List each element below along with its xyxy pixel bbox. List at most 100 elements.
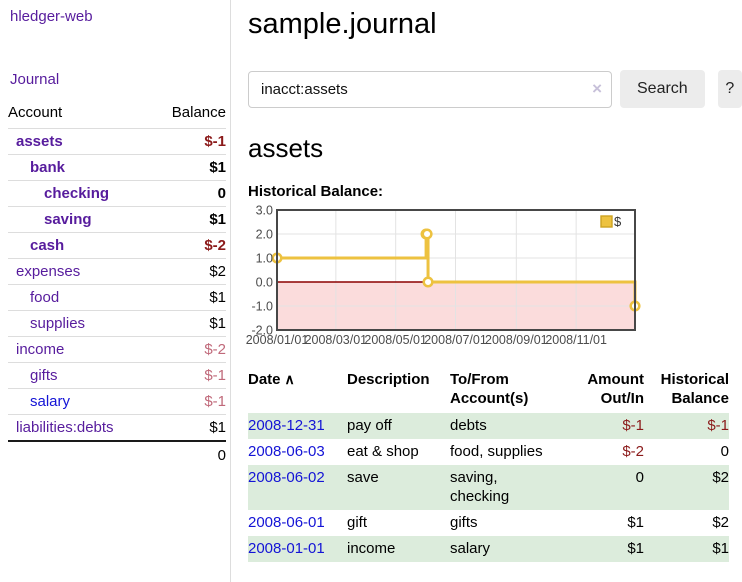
transaction-date-link[interactable]: 2008-06-03 bbox=[248, 443, 325, 460]
legend-swatch bbox=[600, 215, 613, 228]
transaction-description: income bbox=[347, 536, 450, 562]
clear-search-icon[interactable]: × bbox=[592, 78, 602, 98]
transaction-date-link[interactable]: 2008-06-01 bbox=[248, 514, 325, 531]
transaction-amount: 0 bbox=[568, 465, 644, 510]
y-tick-label: -1.0 bbox=[251, 300, 273, 314]
x-tick-label: 2008/11/01 bbox=[545, 333, 607, 347]
sort-asc-icon: ∧ bbox=[284, 371, 295, 387]
account-balance: $-1 bbox=[152, 388, 226, 415]
transaction-date-link[interactable]: 2008-06-02 bbox=[248, 469, 325, 486]
search-form: × Search ? bbox=[248, 70, 742, 108]
account-row: gifts $-1 bbox=[8, 362, 226, 389]
x-tick-label: 2008/07/01 bbox=[424, 333, 487, 347]
account-link[interactable]: checking bbox=[44, 185, 110, 202]
y-tick-label: 1.0 bbox=[256, 252, 273, 266]
account-balance: $1 bbox=[152, 206, 226, 233]
transaction-balance: $1 bbox=[644, 536, 729, 562]
account-balance: $2 bbox=[152, 258, 226, 285]
account-link[interactable]: saving bbox=[44, 211, 92, 228]
account-balance: $-2 bbox=[152, 336, 226, 363]
transaction-accounts: salary bbox=[450, 536, 568, 562]
sidebar-divider bbox=[230, 0, 231, 582]
account-link[interactable]: gifts bbox=[30, 367, 58, 384]
chart-title: Historical Balance: bbox=[248, 183, 384, 200]
account-link[interactable]: income bbox=[16, 341, 65, 358]
main-content: sample.journal × Search ? assets Histori… bbox=[246, 0, 742, 562]
legend-label: $ bbox=[614, 214, 622, 229]
column-header-balance: Historical Balance bbox=[660, 371, 729, 407]
transaction-balance: $2 bbox=[644, 465, 729, 510]
x-tick-label: 2008/05/01 bbox=[364, 333, 427, 347]
transaction-date-link[interactable]: 2008-12-31 bbox=[248, 417, 325, 434]
column-header-description: Description bbox=[347, 371, 430, 388]
account-balance: $1 bbox=[152, 154, 226, 181]
accounts-total-value: 0 bbox=[152, 440, 226, 469]
transaction-amount: $1 bbox=[627, 514, 644, 531]
transaction-amount: $-1 bbox=[568, 413, 644, 439]
transaction-description: save bbox=[347, 465, 450, 510]
transaction-row: 2008-12-31 pay off debts $-1 $-1 bbox=[248, 413, 729, 439]
transaction-description: eat & shop bbox=[347, 443, 419, 460]
transaction-balance: $-1 bbox=[644, 413, 729, 439]
x-tick-label: 2008/01/01 bbox=[246, 333, 309, 347]
account-row: expenses $2 bbox=[8, 258, 226, 285]
account-link[interactable]: salary bbox=[30, 393, 71, 410]
search-button[interactable]: Search bbox=[620, 70, 705, 108]
account-row: income $-2 bbox=[8, 336, 226, 363]
sidebar-item-journal[interactable]: Journal bbox=[10, 71, 60, 88]
account-balance: $1 bbox=[152, 284, 226, 311]
transaction-row: 2008-06-02 save saving, checking 0 $2 bbox=[248, 465, 729, 510]
register-header-row: Date ∧ Description To/From Account(s) Amo… bbox=[248, 368, 729, 413]
historical-balance-chart: $3.0 2.0 1.0 0.0 -1.0 -2.02008/01/012008/03/0… bbox=[246, 204, 641, 347]
accounts-total-row: 0 bbox=[8, 440, 226, 469]
transaction-amount: $1 bbox=[568, 536, 644, 562]
account-link[interactable]: supplies bbox=[30, 315, 86, 332]
transaction-amount: $-2 bbox=[622, 443, 644, 460]
search-input[interactable] bbox=[248, 70, 612, 108]
x-tick-label: 2008/03/01 bbox=[305, 333, 368, 347]
account-link[interactable]: assets bbox=[16, 133, 63, 150]
transaction-description: pay off bbox=[347, 413, 450, 439]
account-row: assets $-1 bbox=[8, 128, 226, 155]
sidebar: hledger-web Journal Account Balance asse… bbox=[0, 0, 230, 469]
transaction-balance: $2 bbox=[712, 514, 729, 531]
account-link[interactable]: bank bbox=[30, 159, 66, 176]
transaction-balance: 0 bbox=[720, 443, 729, 460]
account-row: liabilities:debts $1 bbox=[8, 414, 226, 441]
transaction-row: 2008-06-01 gift gifts $1 $2 bbox=[248, 510, 729, 536]
account-row: cash $-2 bbox=[8, 232, 226, 259]
help-button[interactable]: ? bbox=[717, 70, 742, 108]
column-header-amount: Amount Out/In bbox=[587, 371, 644, 407]
y-tick-label: 0.0 bbox=[256, 276, 273, 290]
account-link[interactable]: liabilities:debts bbox=[16, 419, 114, 436]
column-header-accounts: To/From Account(s) bbox=[450, 371, 529, 407]
accounts-table: Account Balance assets $-1 bank $1 checking 0… bbox=[8, 100, 226, 469]
y-tick-label: -2.0 bbox=[251, 324, 273, 338]
account-row: salary $-1 bbox=[8, 388, 226, 415]
transaction-accounts: food, supplies bbox=[450, 443, 543, 460]
column-header-date[interactable]: Date ∧ bbox=[248, 371, 295, 388]
accounts-header-balance: Balance bbox=[171, 104, 226, 121]
brand-link[interactable]: hledger-web bbox=[10, 8, 93, 25]
page-title: sample.journal bbox=[248, 8, 437, 40]
account-row: saving $1 bbox=[8, 206, 226, 233]
account-link[interactable]: food bbox=[30, 289, 60, 306]
account-section-title: assets bbox=[248, 133, 324, 163]
account-row: bank $1 bbox=[8, 154, 226, 181]
x-tick-label: 2008/09/01 bbox=[485, 333, 548, 347]
account-balance: $-1 bbox=[152, 128, 226, 155]
account-link[interactable]: cash bbox=[30, 237, 65, 254]
account-balance: $1 bbox=[152, 414, 226, 441]
account-row: food $1 bbox=[8, 284, 226, 311]
account-row: checking 0 bbox=[8, 180, 226, 207]
transaction-row: 2008-06-03 eat & shop food, supplies $-2 0 bbox=[248, 439, 729, 465]
transaction-row: 2008-01-01 income salary $1 $1 bbox=[248, 536, 729, 562]
account-balance: 0 bbox=[152, 180, 226, 207]
y-tick-label: 2.0 bbox=[256, 228, 273, 242]
transaction-accounts: debts bbox=[450, 413, 568, 439]
account-balance: $-2 bbox=[152, 232, 226, 259]
transaction-accounts: saving, checking bbox=[450, 465, 568, 510]
transaction-date-link[interactable]: 2008-01-01 bbox=[248, 540, 325, 557]
account-link[interactable]: expenses bbox=[16, 263, 81, 280]
accounts-header-account: Account bbox=[8, 104, 63, 121]
